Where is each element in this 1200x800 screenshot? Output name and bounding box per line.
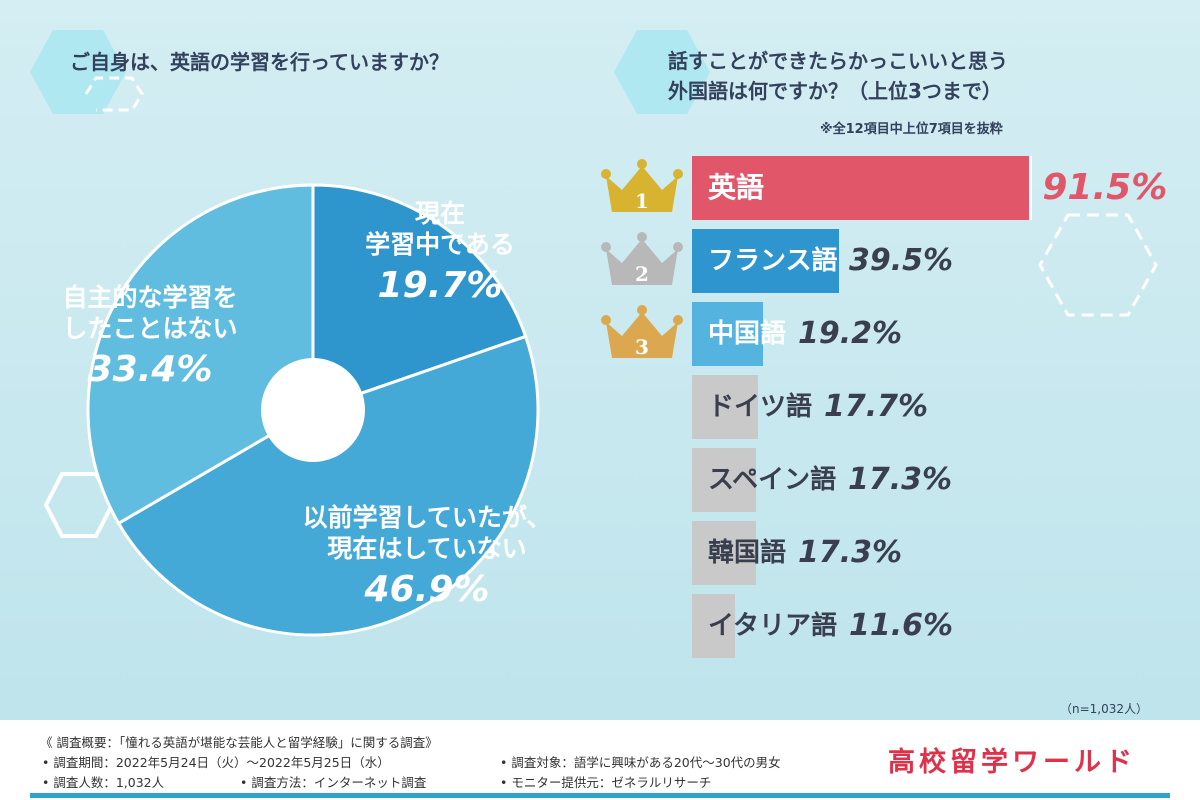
bar-category-label: 中国語: [708, 319, 787, 349]
survey-period: • 調査期間：2022年5月24日（火）～2022年5月25日（水）: [42, 755, 390, 770]
bar-question-note: ※全12項目中上位7項目を抜粋: [820, 122, 1003, 137]
pie-chart: [86, 183, 540, 637]
pie-label-current: 現在 学習中である 19.7%: [325, 198, 555, 308]
survey-count: • 調査人数：1,032人: [42, 775, 165, 790]
hexagon-outline-icon: [84, 76, 144, 112]
bar-category-label: イタリア語: [708, 611, 837, 641]
bar-value-label: 11.6%: [849, 608, 954, 643]
sample-size-note: （n=1,032人）: [1059, 702, 1148, 716]
bar-value-label: 39.5%: [849, 243, 954, 278]
svg-text:1: 1: [635, 189, 649, 213]
pie-label-past: 以前学習していたが、 現在はしていない 46.9%: [262, 502, 592, 612]
crown-rank-icon: 2: [601, 232, 683, 286]
bottom-rule: [30, 793, 1170, 798]
bar-category-label: フランス語: [708, 246, 838, 276]
bar-category-label: ドイツ語: [708, 392, 813, 422]
bar-category-label: スペイン語: [708, 465, 837, 495]
bar-question-title-line1: 話すことができたらかっこいいと思う: [668, 49, 1008, 73]
pie-label-never-line1: 自主的な学習を: [62, 283, 238, 312]
svg-text:3: 3: [635, 335, 649, 359]
pie-label-never-line2: したことはない: [62, 314, 238, 344]
bar: [692, 302, 764, 366]
bar-value-label: 17.3%: [798, 535, 903, 570]
survey-footer: 《 調査概要：「憧れる英語が堪能な芸能人と留学経験」に関する調査》 • 調査期間…: [0, 720, 1200, 800]
infographic-canvas: ご自身は、英語の学習を行っていますか？ 話すことができたらかっこいいと思う 外国…: [0, 0, 1200, 720]
bar-question-title: 話すことができたらかっこいいと思う 外国語は何ですか？（上位3つまで）: [668, 46, 1008, 106]
pie-question-title: ご自身は、英語の学習を行っていますか？: [70, 50, 449, 74]
bar: [692, 156, 1033, 220]
bar-value-label: 91.5%: [1042, 167, 1168, 208]
bar: [692, 448, 757, 512]
brand-logo: 高校留学ワールド: [888, 747, 1136, 778]
pie-label-never: 自主的な学習を したことはない 33.4%: [20, 282, 280, 392]
pie-label-past-line2: 現在はしていない: [327, 534, 527, 564]
bar: [692, 375, 758, 439]
survey-overview: 《 調査概要：「憧れる英語が堪能な芸能人と留学経験」に関する調査》: [40, 735, 438, 750]
bar-question-title-line2: 外国語は何ですか？（上位3つまで）: [668, 79, 1002, 103]
hexagon-decoration-icon: [30, 30, 126, 114]
pie-slice-never: [86, 183, 315, 526]
survey-provider: • モニター提供元：ゼネラルリサーチ: [500, 775, 712, 790]
pie-value-current: 19.7%: [377, 264, 503, 306]
pie-value-never: 33.4%: [87, 348, 213, 390]
svg-text:2: 2: [635, 262, 649, 286]
pie-label-current-line2: 学習中である: [365, 230, 515, 260]
bar: [692, 594, 736, 658]
bar-value-label: 17.7%: [824, 389, 929, 424]
bar: [692, 521, 757, 585]
pie-value-past: 46.9%: [364, 568, 490, 610]
hexagon-outline-icon: [1038, 213, 1158, 317]
bar-value-label: 17.3%: [848, 462, 953, 497]
bar-value-label: 19.2%: [798, 316, 903, 351]
pie-label-past-line1: 以前学習していたが、: [302, 503, 552, 532]
crown-rank-icon: 3: [601, 305, 683, 359]
hexagon-decoration-icon: [614, 30, 710, 114]
pie-center-hole: [261, 358, 365, 462]
bar-category-label: 英語: [708, 171, 765, 204]
pie-label-current-line1: 現在: [414, 199, 465, 228]
pie-slice-past: [116, 334, 540, 637]
bar: [692, 229, 839, 293]
crown-rank-icon: 1: [601, 159, 683, 213]
survey-method: • 調査方法：インターネット調査: [240, 775, 427, 790]
bar-category-label: 韓国語: [708, 538, 787, 568]
survey-target: • 調査対象：語学に興味がある20代～30代の男女: [500, 755, 781, 770]
